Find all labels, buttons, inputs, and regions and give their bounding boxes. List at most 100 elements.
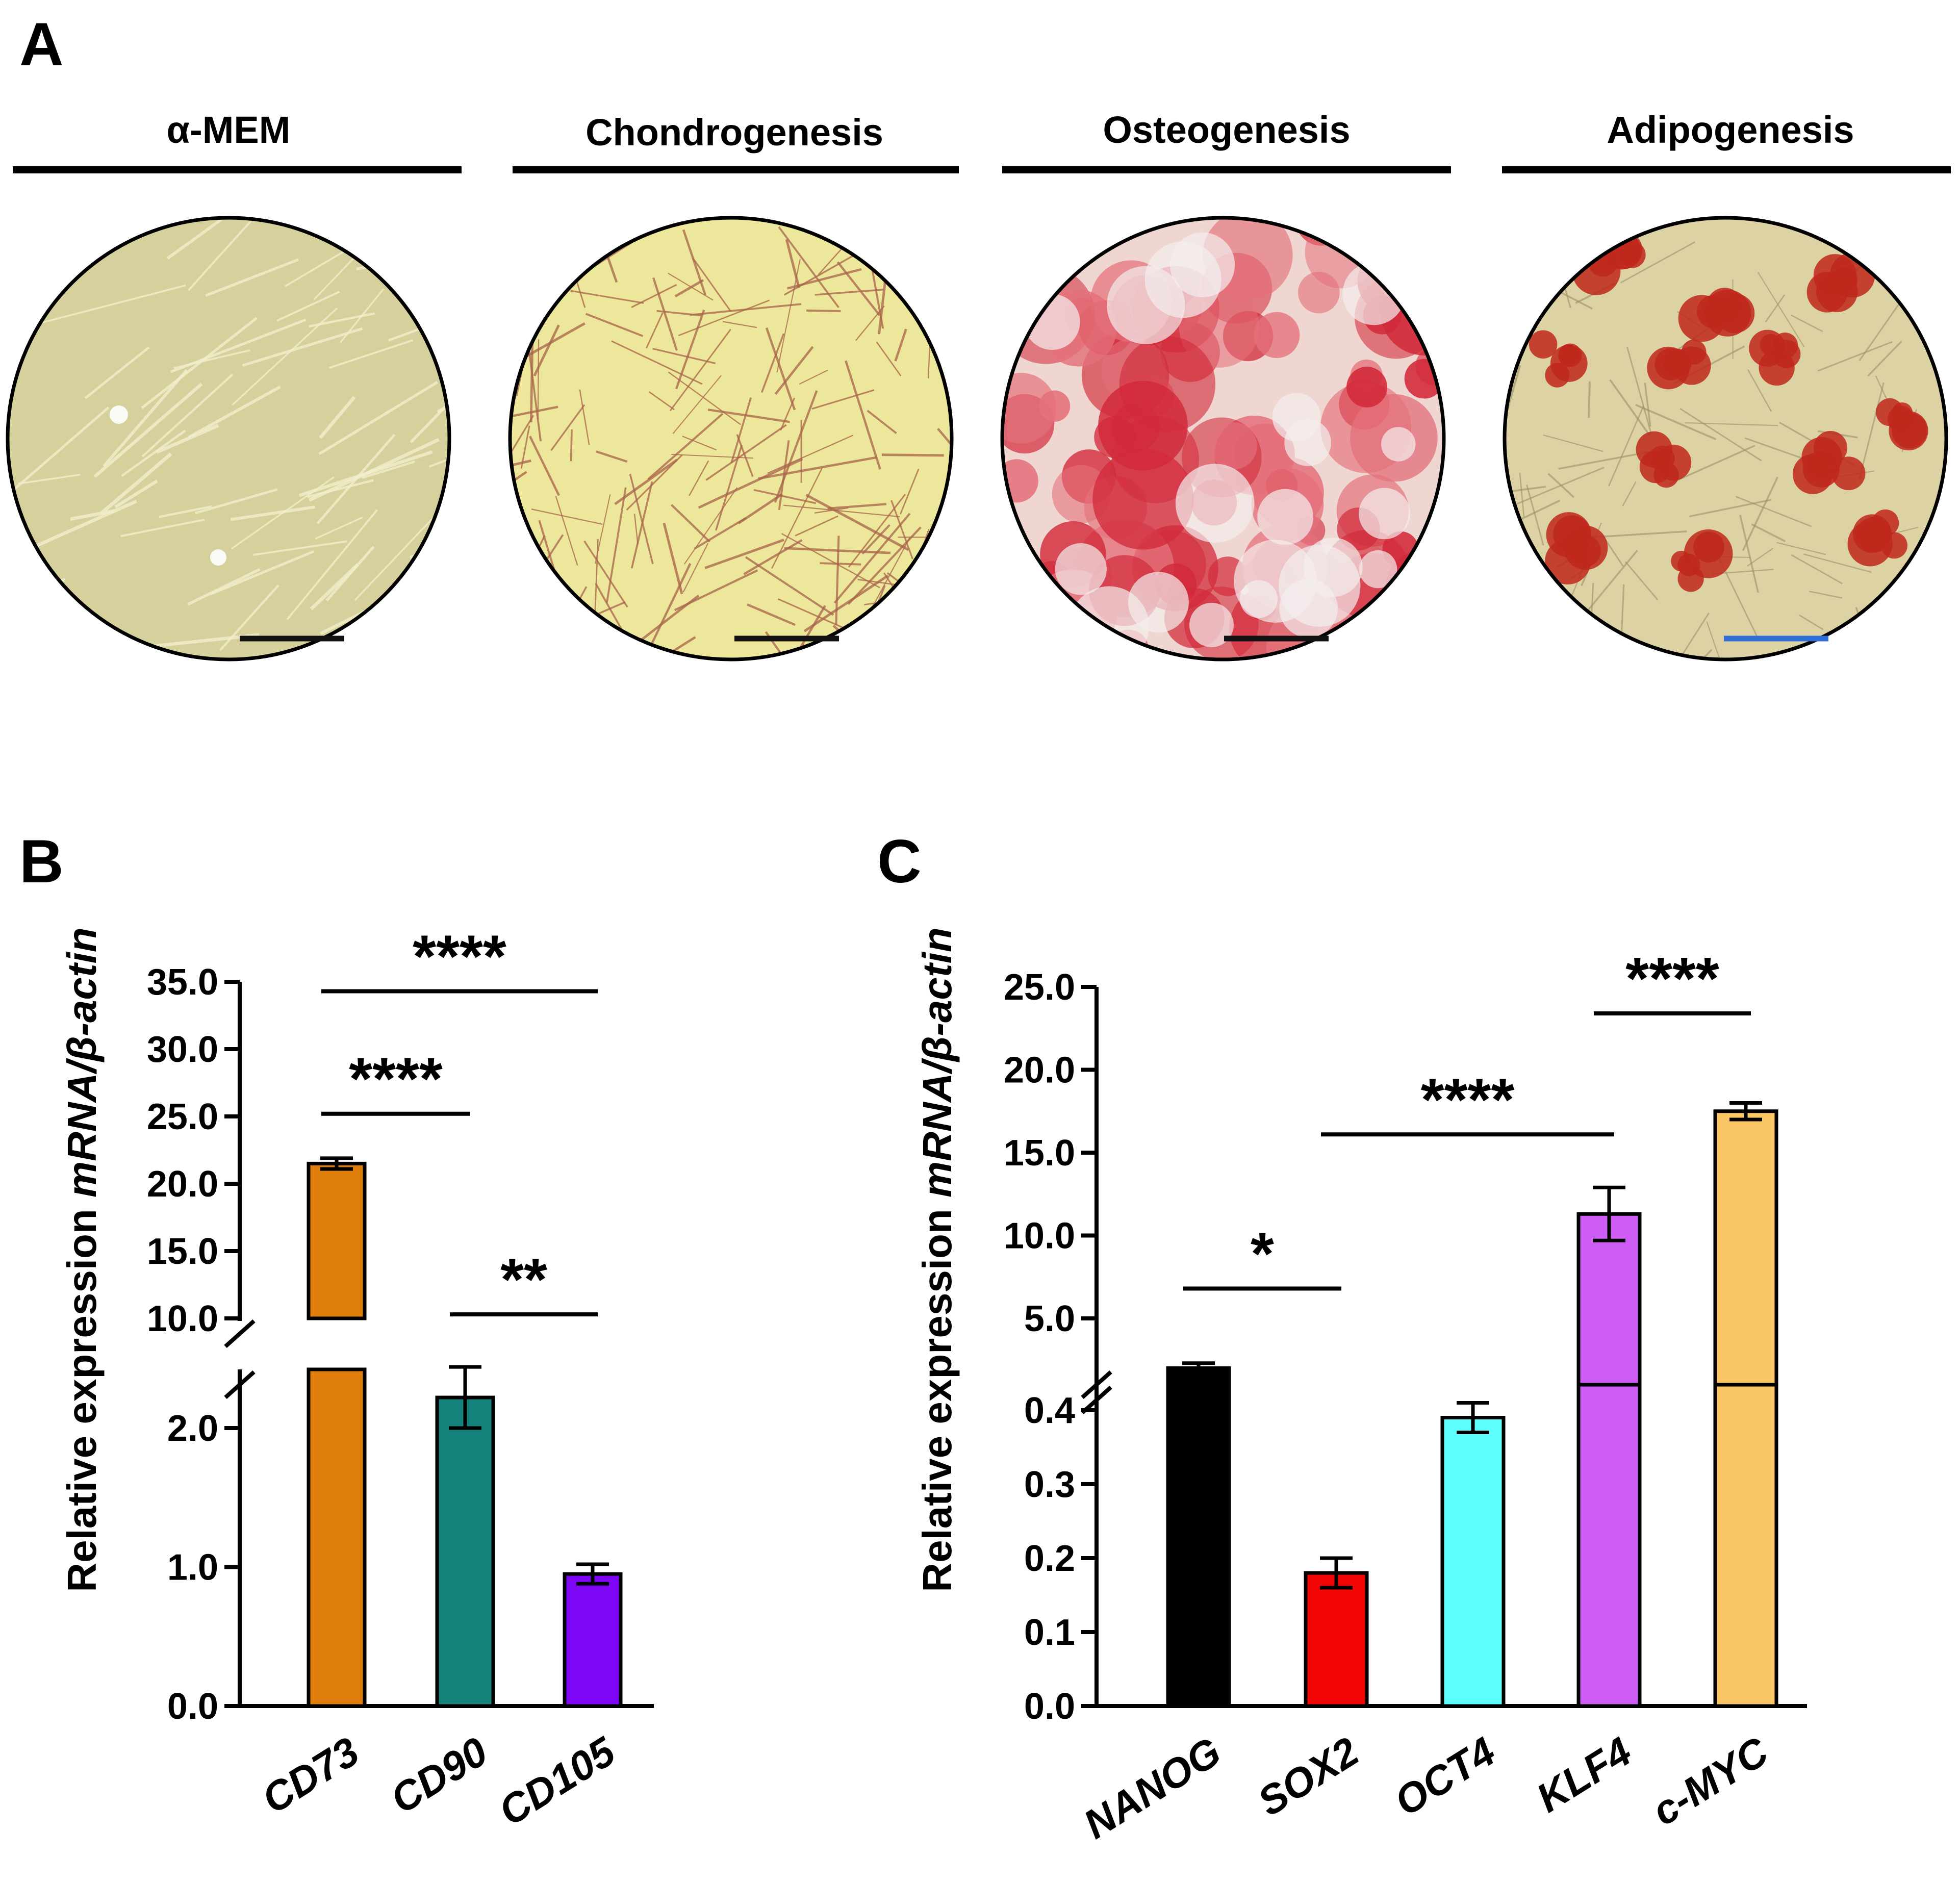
y-tick-label: 0.3	[1024, 1464, 1075, 1505]
fibroblast-strand	[633, 514, 639, 545]
fibroblast-strand	[890, 500, 913, 559]
fibroblast-strand	[820, 562, 861, 566]
cell-strand	[1512, 467, 1605, 506]
mineral-deposit	[1363, 218, 1444, 276]
cell-strand	[70, 509, 115, 521]
x-category-label: CD105	[491, 1728, 624, 1834]
fibroblast-strand	[767, 435, 853, 474]
fibroblast-strand	[694, 517, 747, 550]
cell-strand	[1547, 473, 1574, 498]
bar-nanog-lower	[1166, 1367, 1231, 1708]
cell-strand	[1685, 649, 1713, 659]
cell-strand	[1736, 496, 1812, 527]
cell-strand	[429, 441, 449, 468]
fibroblast-strand	[811, 389, 875, 410]
fibroblast-strand	[537, 339, 540, 420]
cell-strand	[1706, 621, 1732, 659]
cell-strand	[1809, 647, 1836, 659]
fibroblast-strand	[698, 457, 803, 509]
micrograph-background	[8, 218, 449, 659]
fibroblast-strand	[730, 397, 752, 463]
panel-a-letter: A	[19, 10, 64, 79]
x-category-label: c-MYC	[1644, 1728, 1776, 1834]
fibroblast-strand	[555, 496, 578, 566]
y-tick-label: 20.0	[147, 1164, 218, 1205]
fibroblast-strand	[765, 327, 796, 411]
fibroblast-strand	[846, 632, 892, 645]
cell-strand	[40, 284, 186, 324]
cell-strand	[383, 631, 449, 651]
condition-label: Adipogenesis	[1607, 109, 1854, 151]
bar-klf4-upper	[1576, 1212, 1642, 1387]
unstained-area	[1257, 489, 1314, 545]
cell-strand	[1519, 473, 1525, 517]
fibroblast-strand	[848, 494, 906, 568]
fibroblast-strand	[833, 513, 911, 604]
fibroblast-strand	[722, 321, 757, 328]
unstained-area	[1342, 262, 1406, 325]
fibroblast-strand	[736, 434, 754, 477]
axis-break-mark	[1081, 1370, 1112, 1399]
micrograph-border	[1503, 216, 1948, 661]
cell-strand	[1928, 604, 1944, 659]
fibroblast-strand	[663, 522, 683, 595]
fibroblast-strand	[705, 424, 787, 481]
fibroblast-strand	[886, 572, 952, 624]
cell-strand	[319, 396, 356, 439]
fibroblast-strand	[648, 391, 675, 411]
cell-strand	[1588, 381, 1591, 418]
cell-strand	[1858, 382, 1885, 480]
lipid-droplet	[1558, 343, 1582, 367]
unstained-area	[1189, 602, 1234, 647]
cell-strand	[1817, 341, 1893, 372]
lipid-droplet	[1847, 521, 1893, 567]
fibroblast-strand	[692, 258, 731, 312]
chart-c-y-axis-label: Relative expression mRNA/β-actin	[914, 927, 960, 1592]
fibroblast-strand	[669, 328, 731, 412]
unstained-area	[1284, 419, 1332, 466]
cell-strand	[1744, 437, 1811, 462]
fibroblast-strand	[583, 540, 628, 608]
cell-strand	[1747, 548, 1773, 567]
fibroblast-strand	[937, 427, 952, 490]
fibroblast-strand	[550, 404, 586, 451]
cell-strand	[426, 528, 449, 569]
mineral-deposit	[1038, 390, 1071, 422]
cell-strand	[1689, 499, 1771, 518]
cell-strand	[1663, 613, 1710, 659]
cell-strand	[141, 373, 234, 457]
x-category-label: SOX2	[1250, 1728, 1366, 1825]
panel-c-letter: C	[877, 827, 922, 896]
fibroblast-strand	[579, 389, 590, 445]
fibroblast-strand	[524, 322, 586, 358]
fibroblast-strand	[747, 603, 796, 626]
cell-strand	[187, 568, 261, 606]
cell-strand	[210, 550, 315, 596]
significance-label: ****	[1421, 1066, 1515, 1133]
fibroblast-strand	[683, 487, 738, 565]
y-tick-label: 5.0	[1024, 1299, 1075, 1339]
cell-strand	[1685, 422, 1778, 426]
cell-strand	[1609, 379, 1650, 436]
y-tick-label: 15.0	[1004, 1133, 1075, 1174]
fibroblast-strand	[671, 504, 710, 543]
mineral-deposit	[1002, 600, 1050, 659]
lipid-droplet	[1875, 398, 1904, 426]
micrograph-background	[510, 218, 952, 659]
cell-strand	[1515, 499, 1561, 523]
fibroblast-strand	[743, 539, 803, 575]
cell-strand	[1867, 340, 1902, 377]
fibroblast-strand	[827, 503, 886, 510]
bar-sox2	[1304, 1571, 1369, 1708]
unstained-area	[1015, 599, 1086, 659]
mineral-deposit	[1383, 220, 1444, 307]
cell-strand	[1830, 636, 1872, 659]
lipid-droplet	[1655, 444, 1692, 481]
fibroblast-strand	[529, 259, 562, 271]
mineral-deposit	[1030, 256, 1059, 285]
fibroblast-strand	[631, 284, 677, 308]
fibroblast-strand	[783, 504, 900, 518]
significance-label: *	[1251, 1220, 1274, 1288]
unstained-area	[1381, 427, 1416, 462]
mineral-deposit	[1415, 555, 1444, 595]
